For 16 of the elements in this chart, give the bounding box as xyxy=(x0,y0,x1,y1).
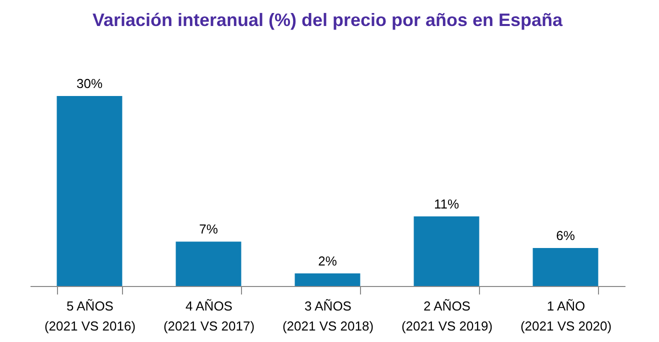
data-label: 2% xyxy=(318,253,338,268)
data-label: 11% xyxy=(434,196,460,212)
x-tick-label: 4 AÑOS (2021 VS 2017) xyxy=(163,298,255,334)
data-label: 6% xyxy=(556,228,576,243)
bar xyxy=(414,216,480,286)
x-tick-label: 5 AÑOS (2021 VS 2016) xyxy=(44,298,136,334)
x-tick-label: 1 AÑO (2021 VS 2020) xyxy=(520,298,612,334)
x-tick-label: 3 AÑOS (2021 VS 2018) xyxy=(282,298,374,334)
x-tick-label: 2 AÑOS (2021 VS 2019) xyxy=(401,298,493,334)
bar xyxy=(532,248,598,286)
bar xyxy=(56,96,122,286)
bar xyxy=(294,273,360,286)
bar xyxy=(176,242,242,286)
data-label: 30% xyxy=(76,76,103,91)
data-label: 7% xyxy=(199,222,218,237)
chart-title: Variación interanual (%) del precio por años en España xyxy=(92,10,564,30)
